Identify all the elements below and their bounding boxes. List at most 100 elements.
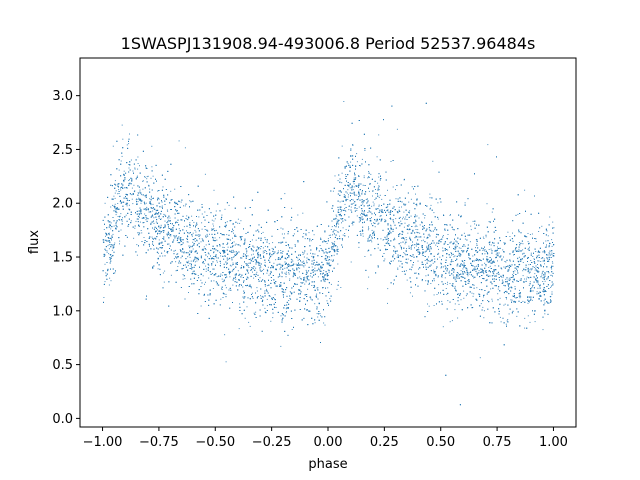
data-point — [512, 232, 513, 234]
data-point — [432, 160, 434, 162]
data-point — [370, 236, 372, 238]
data-point — [126, 197, 128, 199]
data-point — [199, 238, 201, 240]
data-point — [451, 254, 453, 256]
data-point — [255, 267, 257, 269]
data-point — [529, 234, 531, 235]
data-point — [432, 262, 434, 264]
data-point — [266, 298, 268, 300]
data-point — [415, 216, 417, 218]
data-point — [539, 294, 541, 296]
data-point — [502, 276, 504, 278]
data-point — [506, 298, 507, 300]
data-point — [418, 273, 419, 274]
data-point — [370, 211, 372, 213]
data-point — [492, 242, 493, 244]
data-point — [280, 264, 282, 266]
data-point — [497, 255, 499, 257]
data-point — [203, 249, 204, 251]
data-point — [114, 203, 116, 205]
data-point — [404, 222, 406, 224]
data-point — [188, 292, 189, 293]
data-point — [262, 250, 264, 252]
data-point — [157, 252, 159, 254]
data-point — [231, 270, 233, 272]
data-point — [150, 177, 152, 179]
data-point — [221, 288, 222, 290]
data-point — [172, 240, 174, 242]
data-point — [136, 175, 138, 177]
data-point — [337, 180, 339, 182]
data-point — [316, 287, 318, 289]
data-point — [435, 268, 437, 270]
data-point — [384, 219, 386, 221]
data-point — [214, 218, 216, 220]
data-point — [437, 246, 438, 247]
data-point — [386, 239, 388, 241]
data-point — [246, 276, 248, 278]
data-point — [330, 229, 332, 230]
data-point — [476, 265, 477, 267]
data-point — [135, 199, 137, 201]
data-point — [208, 264, 210, 266]
data-point — [534, 269, 536, 271]
data-point — [472, 220, 474, 222]
data-point — [237, 218, 239, 220]
data-point — [344, 219, 346, 221]
data-point — [377, 247, 379, 249]
data-point — [248, 321, 250, 323]
data-point — [253, 246, 255, 248]
data-point — [212, 288, 214, 289]
data-point — [163, 213, 165, 215]
data-point — [406, 279, 408, 281]
data-point — [204, 283, 205, 285]
data-point — [541, 271, 543, 273]
data-point — [298, 267, 299, 269]
data-point — [526, 276, 528, 278]
data-point — [393, 237, 395, 239]
data-point — [338, 231, 340, 233]
data-point — [467, 282, 469, 284]
data-point — [339, 201, 341, 203]
data-point — [495, 276, 497, 277]
data-point — [299, 267, 301, 269]
data-point — [129, 179, 130, 181]
data-point — [378, 185, 380, 187]
data-point — [110, 228, 112, 230]
data-point — [336, 246, 338, 248]
data-point — [367, 288, 369, 290]
data-point — [336, 215, 338, 217]
data-point — [507, 279, 509, 281]
data-point — [121, 220, 123, 222]
data-point — [520, 279, 522, 281]
data-point — [222, 246, 224, 248]
data-point — [128, 143, 130, 145]
data-point — [433, 305, 435, 306]
data-point — [350, 156, 352, 157]
data-point — [505, 261, 507, 263]
data-point — [531, 299, 533, 301]
data-point — [323, 322, 325, 324]
data-point — [177, 253, 179, 255]
data-point — [305, 281, 307, 283]
data-point — [305, 234, 307, 236]
data-point — [181, 239, 183, 241]
data-point — [225, 293, 227, 295]
data-point — [489, 281, 491, 283]
data-point — [263, 268, 265, 270]
data-point — [444, 230, 446, 231]
data-point — [245, 273, 247, 275]
data-point — [544, 280, 546, 282]
data-point — [196, 224, 198, 226]
data-point — [131, 187, 133, 189]
data-point — [349, 187, 351, 189]
data-point — [484, 262, 486, 264]
data-point — [401, 206, 402, 208]
data-point — [426, 249, 428, 251]
data-point — [348, 236, 349, 238]
data-point — [374, 199, 376, 200]
data-point — [208, 277, 210, 279]
data-point — [302, 265, 304, 267]
data-point — [486, 203, 488, 205]
data-point — [509, 286, 511, 288]
